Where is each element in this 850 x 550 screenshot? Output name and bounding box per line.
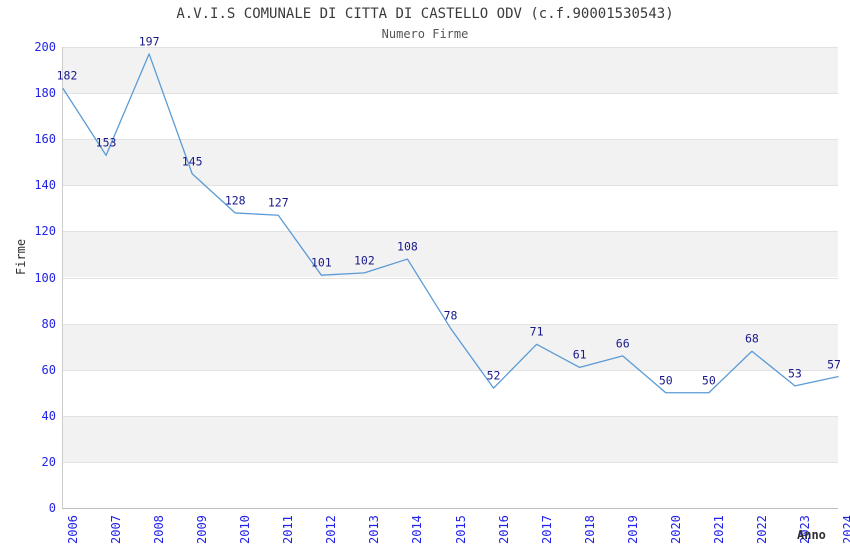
data-point-label: 182 [56, 68, 78, 83]
gridline [63, 323, 838, 325]
chart-subtitle: Numero Firme [381, 27, 469, 41]
x-axis-tick-label: 2018 [582, 515, 597, 544]
x-axis-tick-label: 2021 [711, 515, 726, 544]
y-axis-tick-label: 100 [34, 270, 56, 285]
y-axis-tick-label: 140 [34, 178, 56, 193]
y-axis-tick-label: 120 [34, 224, 56, 239]
y-axis-tick-label: 80 [41, 316, 56, 331]
x-axis-tick-label: 2015 [453, 515, 468, 544]
data-point-label: 108 [397, 239, 418, 254]
data-point-label: 50 [658, 373, 673, 388]
x-axis-tick-label: 2019 [625, 515, 640, 544]
gridline [63, 93, 838, 95]
data-point-label: 128 [224, 193, 246, 208]
data-point-label: 127 [267, 195, 289, 210]
gridline [63, 231, 838, 233]
plot-band [63, 231, 838, 278]
x-axis-tick-labels: 2006 2007 2008 2009 2010 2011 2012 2013 2014 2015… [0, 508, 850, 550]
data-point-label: 197 [138, 34, 160, 49]
gridline [63, 461, 838, 463]
data-point-label: 71 [529, 324, 544, 339]
x-axis-tick-label: 2011 [281, 515, 296, 544]
x-axis-title: Anno [797, 528, 826, 542]
plot-band [63, 47, 838, 94]
y-axis-tick-label: 200 [34, 40, 56, 54]
x-axis-tick-label: 2024 [841, 515, 850, 544]
x-axis-tick-label: 2017 [539, 515, 554, 544]
data-point-label: 78 [443, 308, 458, 323]
y-axis-tick-labels: 0 20 40 60 80 100 120 140 160 180 200 [0, 41, 56, 514]
gridline [63, 415, 838, 417]
plot-area: 182 153 197 145 128 127 101 102 108 78 52 71 61 66 50 5… [57, 36, 841, 509]
data-point-label: 66 [615, 336, 630, 351]
x-axis-tick-label: 2010 [238, 515, 253, 544]
line-series-path [62, 53, 839, 394]
data-point-label: 52 [486, 368, 501, 383]
x-axis-tick-label: 2020 [668, 515, 683, 544]
y-axis-tick-label: 0 [48, 501, 56, 515]
gridline [63, 185, 838, 187]
y-axis-tick-label: 20 [41, 454, 56, 469]
data-point-label: 53 [788, 366, 802, 381]
x-axis-tick-label: 2013 [367, 515, 382, 544]
data-point-label: 50 [701, 373, 716, 388]
y-axis-tick-label: 60 [41, 362, 56, 377]
plot-band [63, 323, 838, 370]
data-point-label: 145 [181, 154, 203, 169]
data-point-label: 57 [827, 357, 841, 372]
gridline [63, 369, 838, 371]
x-axis-tick-label: 2008 [152, 515, 167, 544]
x-axis-tick-label: 2006 [66, 515, 80, 544]
data-point-label: 101 [310, 255, 332, 270]
y-axis-tick-label: 160 [34, 132, 56, 147]
x-axis-tick-label: 2012 [324, 515, 339, 544]
x-axis-tick-label: 2007 [109, 515, 124, 544]
data-point-label: 68 [744, 331, 759, 346]
y-axis-title: Firme [14, 238, 28, 275]
line-series-svg [62, 53, 839, 394]
plot-band [63, 139, 838, 186]
y-axis-tick-label: 180 [34, 86, 56, 101]
x-axis-tick-label: 2016 [496, 515, 511, 544]
x-axis-tick-label: 2009 [195, 515, 210, 544]
y-axis-tick-label: 40 [41, 408, 56, 423]
chart-title: A.V.I.S COMUNALE DI CITTA DI CASTELLO OD… [176, 6, 674, 22]
x-axis-tick-label: 2022 [754, 515, 769, 544]
data-point-label: 102 [353, 253, 375, 268]
data-point-label: 153 [95, 135, 117, 150]
data-point-label: 61 [572, 347, 587, 362]
gridline [63, 139, 838, 141]
gridline [63, 277, 838, 279]
gridline [63, 47, 838, 48]
plot-band [63, 415, 838, 462]
x-axis-tick-label: 2014 [410, 515, 425, 544]
